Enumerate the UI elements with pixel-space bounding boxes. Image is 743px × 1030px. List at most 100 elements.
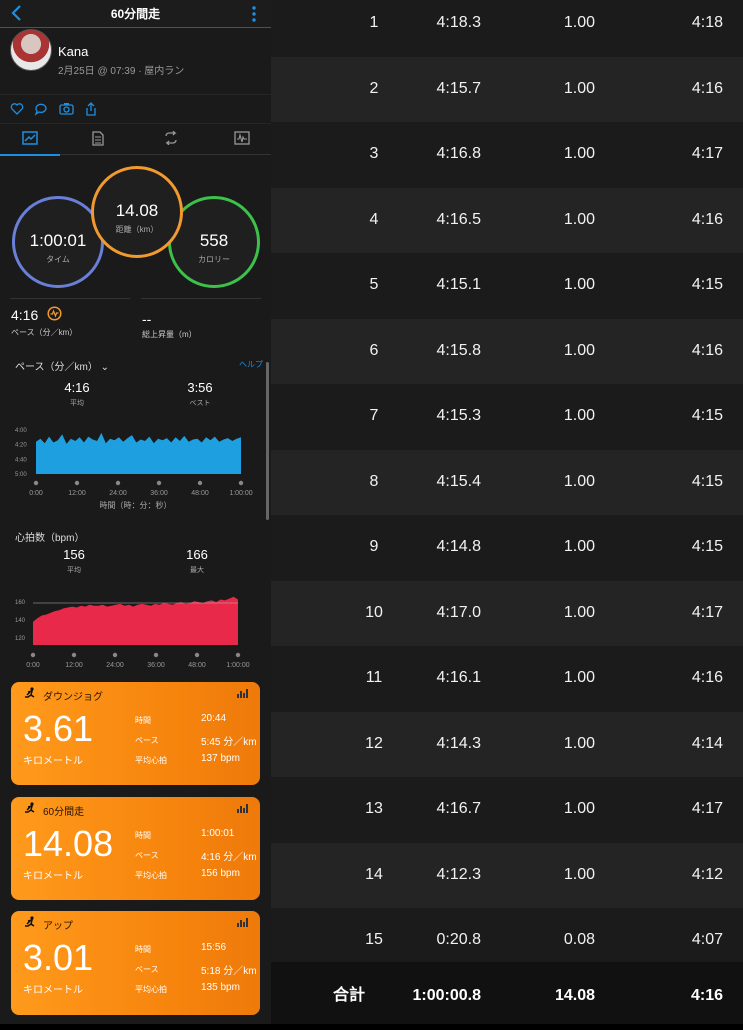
table-row[interactable]: 9 4:14.8 1.00 4:15 — [271, 515, 743, 581]
table-row[interactable]: 14 4:12.3 1.00 4:12 — [271, 843, 743, 909]
x-tick-dot — [33, 480, 39, 486]
lap-distance: 1.00 — [563, 80, 595, 97]
lap-card[interactable]: ダウンジョグ 3.61 キロメートル 時間 20:44 ペース 5:45 分／km 平均心拍 1… — [11, 682, 260, 785]
laps-icon — [165, 131, 177, 145]
hr-max-value: 166 — [186, 547, 208, 562]
total-time: 1:00:00.8 — [412, 987, 482, 1004]
table-row[interactable]: 8 4:15.4 1.00 4:15 — [271, 450, 743, 516]
heart-icon[interactable] — [10, 102, 24, 116]
card-time: 1:00:01 — [201, 828, 235, 839]
x-tick-label: 24:00 — [109, 490, 127, 497]
table-row[interactable]: 13 4:16.7 1.00 4:17 — [271, 777, 743, 843]
lap-time: 4:12.3 — [436, 866, 481, 883]
tab-overview[interactable] — [0, 124, 60, 156]
tab-details[interactable] — [70, 124, 130, 154]
divider — [10, 298, 130, 299]
table-row[interactable]: 1 4:18.3 1.00 4:18 — [271, 0, 743, 57]
lap-time: 4:14.3 — [436, 735, 481, 752]
pace-zone-icon[interactable] — [47, 306, 62, 321]
hr-avg-value: 156 — [63, 547, 85, 562]
card-time-label: 時間 — [135, 945, 151, 954]
lap-card[interactable]: 60分間走 14.08 キロメートル 時間 1:00:01 ペース 4:16 分／km 平均心… — [11, 797, 260, 900]
x-tick-label: 1:00:00 — [229, 490, 252, 497]
more-icon[interactable] — [251, 5, 257, 23]
pace-best-label: ベスト — [189, 400, 211, 407]
calories-value: 558 — [199, 231, 229, 250]
x-tick-label: 12:00 — [68, 490, 86, 497]
avatar[interactable] — [10, 29, 52, 71]
card-pace: 5:45 分／km — [201, 737, 257, 748]
card-distance: 3.01 — [23, 937, 94, 978]
pace-chart-title[interactable]: ペース（分／km） ⌄ — [15, 358, 109, 373]
lap-pace: 4:14 — [691, 735, 723, 752]
lap-number: 13 — [365, 800, 383, 817]
bar-chart-icon[interactable] — [237, 918, 248, 927]
scrollbar[interactable] — [266, 362, 269, 520]
lap-distance: 1.00 — [563, 800, 595, 817]
tab-charts[interactable] — [212, 124, 271, 154]
comment-icon[interactable] — [34, 102, 48, 116]
tab-laps[interactable] — [141, 124, 201, 154]
lap-time: 4:16.5 — [436, 211, 481, 228]
lap-pace: 4:15 — [691, 538, 723, 555]
table-row[interactable]: 2 4:15.7 1.00 4:16 — [271, 57, 743, 123]
x-tick-dot — [71, 652, 77, 658]
camera-icon[interactable] — [59, 102, 74, 116]
table-row[interactable]: 10 4:17.0 1.00 4:17 — [271, 581, 743, 647]
lap-number: 11 — [365, 669, 383, 686]
profile-row: Kana 2月25日 @ 07:39 · 屋内ラン — [0, 28, 271, 95]
activity-meta: 2月25日 @ 07:39 · 屋内ラン — [58, 66, 185, 77]
table-row[interactable]: 6 4:15.8 1.00 4:16 — [271, 319, 743, 385]
lap-number: 5 — [369, 276, 379, 293]
lap-card[interactable]: アップ 3.01 キロメートル 時間 15:56 ペース 5:18 分／km 平均心拍 135 … — [11, 911, 260, 1015]
time-value: 1:00:01 — [29, 231, 87, 250]
bar-chart-icon[interactable] — [237, 689, 248, 698]
x-tick-dot — [235, 652, 241, 658]
document-icon — [92, 131, 104, 146]
distance-value: 14.08 — [115, 201, 159, 220]
y-tick-label: 120 — [15, 636, 26, 642]
lap-time: 4:16.8 — [436, 145, 481, 162]
lap-distance: 1.00 — [563, 604, 595, 621]
table-row[interactable]: 7 4:15.3 1.00 4:15 — [271, 384, 743, 450]
charts-icon — [234, 131, 250, 145]
lap-pace: 4:15 — [691, 276, 723, 293]
lap-distance: 1.00 — [563, 276, 595, 293]
tab-bar — [0, 124, 271, 156]
lap-distance: 1.00 — [563, 211, 595, 228]
help-link[interactable]: ヘルプ — [239, 360, 263, 369]
table-row[interactable]: 12 4:14.3 1.00 4:14 — [271, 712, 743, 778]
x-tick-dot — [194, 652, 200, 658]
x-tick-label: 12:00 — [65, 662, 83, 669]
page-title: 60分間走 — [110, 7, 161, 21]
lap-distance: 1.00 — [563, 14, 595, 31]
card-hr-label: 平均心拍 — [135, 985, 167, 994]
card-pace-label: ペース — [135, 851, 159, 860]
lap-distance: 1.00 — [563, 538, 595, 555]
overview-icon — [22, 131, 38, 145]
lap-time: 4:15.1 — [436, 276, 481, 293]
total-pace: 4:16 — [690, 987, 723, 1004]
distance-label: 距離（km） — [115, 225, 159, 234]
pace-best-value: 3:56 — [187, 380, 213, 395]
share-icon[interactable] — [84, 102, 98, 116]
table-row[interactable]: 11 4:16.1 1.00 4:16 — [271, 646, 743, 712]
hr-max-label: 最大 — [190, 567, 204, 574]
bar-chart-icon[interactable] — [237, 804, 248, 813]
lap-time: 0:20.8 — [436, 931, 481, 948]
lap-pace: 4:17 — [691, 604, 723, 621]
y-tick-label: 5:00 — [15, 472, 27, 478]
table-row[interactable]: 4 4:16.5 1.00 4:16 — [271, 188, 743, 254]
back-icon[interactable] — [8, 4, 26, 22]
hr-avg-label: 平均 — [67, 567, 81, 574]
table-row[interactable]: 5 4:15.1 1.00 4:15 — [271, 253, 743, 319]
lap-number: 1 — [369, 14, 379, 31]
x-tick-label: 24:00 — [106, 662, 124, 669]
lap-number: 12 — [365, 735, 383, 752]
lap-pace: 4:17 — [691, 145, 723, 162]
card-time-label: 時間 — [135, 831, 151, 840]
summary-stats: 4:16 ペース（分／km） -- 総上昇量（m） — [0, 295, 271, 345]
x-tick-dot — [153, 652, 159, 658]
card-unit: キロメートル — [23, 756, 83, 767]
table-row[interactable]: 3 4:16.8 1.00 4:17 — [271, 122, 743, 188]
